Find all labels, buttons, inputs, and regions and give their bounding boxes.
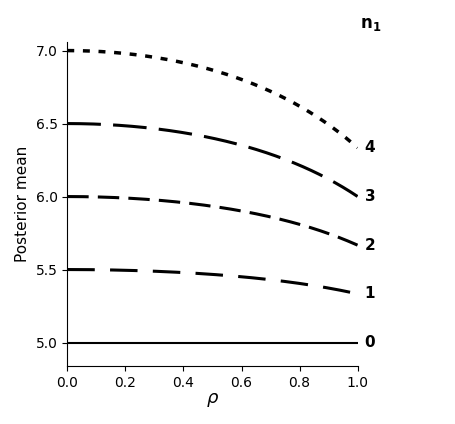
Text: $\mathbf{n_1}$: $\mathbf{n_1}$ (359, 15, 381, 33)
Text: 4: 4 (364, 140, 374, 155)
Y-axis label: Posterior mean: Posterior mean (15, 146, 30, 262)
Text: 1: 1 (364, 286, 374, 301)
X-axis label: $\rho$: $\rho$ (205, 391, 218, 409)
Text: 2: 2 (364, 237, 374, 253)
Text: 0: 0 (364, 335, 374, 350)
Text: 3: 3 (364, 189, 374, 204)
